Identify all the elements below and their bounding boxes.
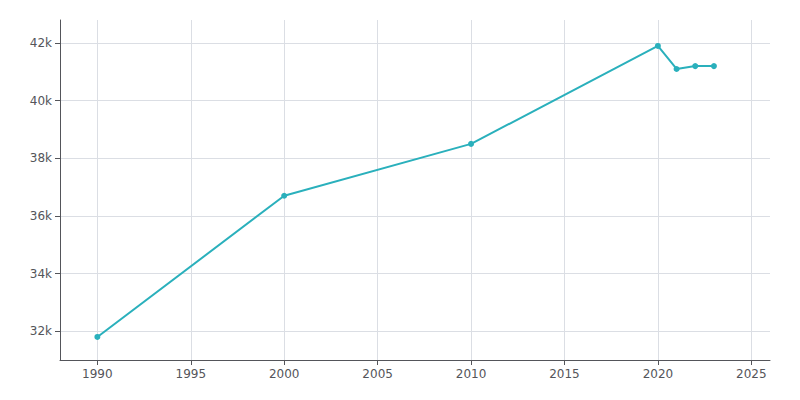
svg-text:2020: 2020 — [643, 367, 674, 381]
svg-text:2010: 2010 — [456, 367, 487, 381]
svg-text:1990: 1990 — [82, 367, 113, 381]
svg-text:2015: 2015 — [549, 367, 580, 381]
svg-text:42k: 42k — [30, 36, 52, 50]
svg-text:36k: 36k — [30, 209, 52, 223]
svg-text:40k: 40k — [30, 94, 52, 108]
svg-text:2005: 2005 — [362, 367, 393, 381]
svg-text:2025: 2025 — [736, 367, 767, 381]
svg-text:38k: 38k — [30, 151, 52, 165]
svg-text:34k: 34k — [30, 267, 52, 281]
svg-text:32k: 32k — [30, 324, 52, 338]
svg-text:1995: 1995 — [176, 367, 207, 381]
svg-text:2000: 2000 — [269, 367, 300, 381]
